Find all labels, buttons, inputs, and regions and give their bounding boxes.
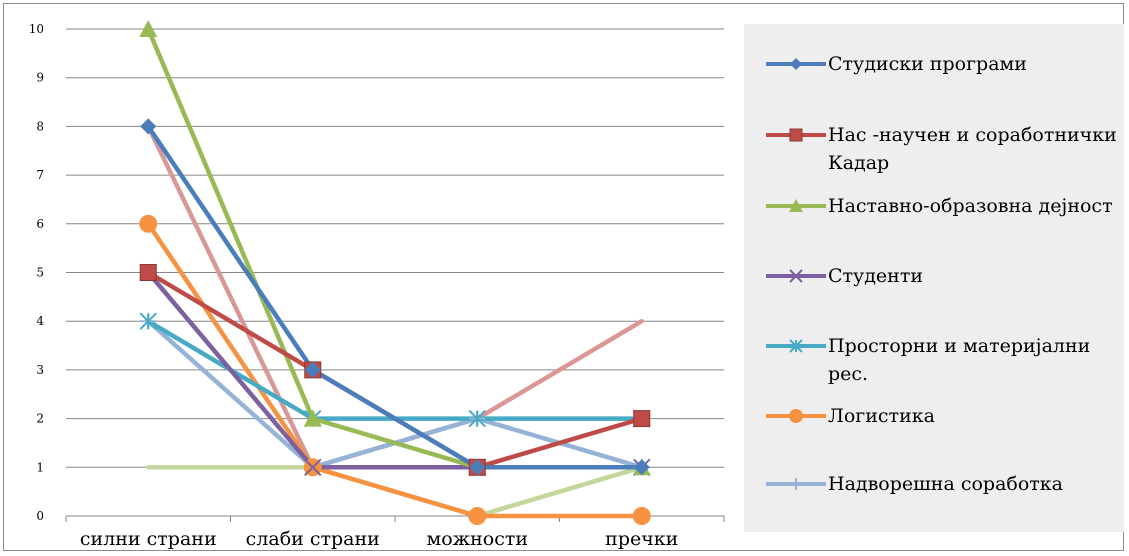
data-point bbox=[789, 128, 803, 142]
series-line bbox=[146, 26, 644, 470]
y-tick-label: 4 bbox=[36, 314, 44, 328]
y-tick-label: 3 bbox=[36, 363, 44, 377]
data-point bbox=[789, 409, 803, 423]
legend-label: Просторни и материјални рес. bbox=[828, 335, 1091, 385]
x-tick-label: можности bbox=[426, 528, 528, 550]
legend-swatch bbox=[766, 478, 826, 490]
series-line bbox=[146, 318, 644, 470]
data-point bbox=[789, 269, 803, 283]
series-line bbox=[146, 124, 644, 470]
data-point bbox=[140, 118, 157, 135]
legend-item: Надворешна соработка bbox=[744, 470, 1124, 530]
data-point bbox=[304, 458, 322, 477]
data-point bbox=[139, 20, 158, 37]
x-tick-label: силни страни bbox=[80, 528, 217, 550]
data-point bbox=[790, 58, 802, 70]
legend-item: Студиски програми bbox=[744, 50, 1124, 110]
data-point bbox=[468, 507, 487, 525]
legend-label: Наставно-образовна дејност bbox=[828, 195, 1113, 217]
legend-swatch bbox=[766, 409, 826, 423]
y-tick-label: 7 bbox=[36, 168, 44, 182]
data-point bbox=[304, 361, 321, 378]
legend-swatch bbox=[766, 339, 826, 353]
legend-label: Нас -научен и соработнички Кадар bbox=[828, 124, 1117, 174]
legend-label: Логистика bbox=[828, 405, 935, 427]
legend-label: Студенти bbox=[828, 265, 924, 287]
x-tick-label: пречки bbox=[605, 528, 678, 550]
legend-label: Студиски програми bbox=[828, 53, 1027, 75]
y-tick-label: 0 bbox=[36, 509, 44, 523]
data-point bbox=[139, 214, 158, 233]
data-point bbox=[790, 478, 802, 490]
data-point bbox=[633, 410, 651, 428]
legend-item: Логистика bbox=[744, 402, 1124, 462]
line-chart: 0 1 2 3 4 5 6 7 8 9 10 силни страни слаби страни можн… bbox=[29, 20, 725, 550]
legend-swatch bbox=[766, 58, 826, 70]
chart-legend: Студиски програми Нас -научен и соработни… bbox=[744, 24, 1124, 532]
y-tick-label: 8 bbox=[36, 119, 44, 133]
data-point bbox=[469, 459, 486, 476]
legend-item: Просторни и материјални рес. bbox=[744, 332, 1124, 392]
data-point bbox=[789, 199, 803, 212]
y-tick-label: 9 bbox=[36, 71, 44, 85]
legend-item: Нас -научен и соработнички Кадар bbox=[744, 121, 1124, 181]
data-point bbox=[633, 459, 650, 476]
y-tick-label: 6 bbox=[36, 217, 44, 231]
legend-item: Наставно-образовна дејност bbox=[744, 192, 1124, 252]
x-tick-label: слаби страни bbox=[246, 528, 380, 550]
data-point bbox=[139, 264, 157, 281]
data-point bbox=[303, 409, 322, 427]
y-tick-label: 1 bbox=[36, 460, 44, 474]
series-line bbox=[146, 221, 644, 519]
y-tick-label: 10 bbox=[29, 22, 44, 36]
y-tick-label: 2 bbox=[36, 412, 44, 426]
legend-swatch bbox=[766, 128, 826, 142]
data-point bbox=[468, 409, 486, 428]
legend-item: Студенти bbox=[744, 262, 1124, 322]
data-point bbox=[139, 312, 157, 330]
data-point bbox=[789, 339, 803, 353]
y-tick-label: 5 bbox=[36, 266, 44, 280]
legend-swatch bbox=[766, 199, 826, 212]
legend-swatch bbox=[766, 269, 826, 283]
legend-label: Надворешна соработка bbox=[828, 473, 1063, 495]
chart-frame: 0 1 2 3 4 5 6 7 8 9 10 силни страни слаби страни можн… bbox=[3, 3, 1124, 551]
data-point bbox=[632, 507, 651, 525]
